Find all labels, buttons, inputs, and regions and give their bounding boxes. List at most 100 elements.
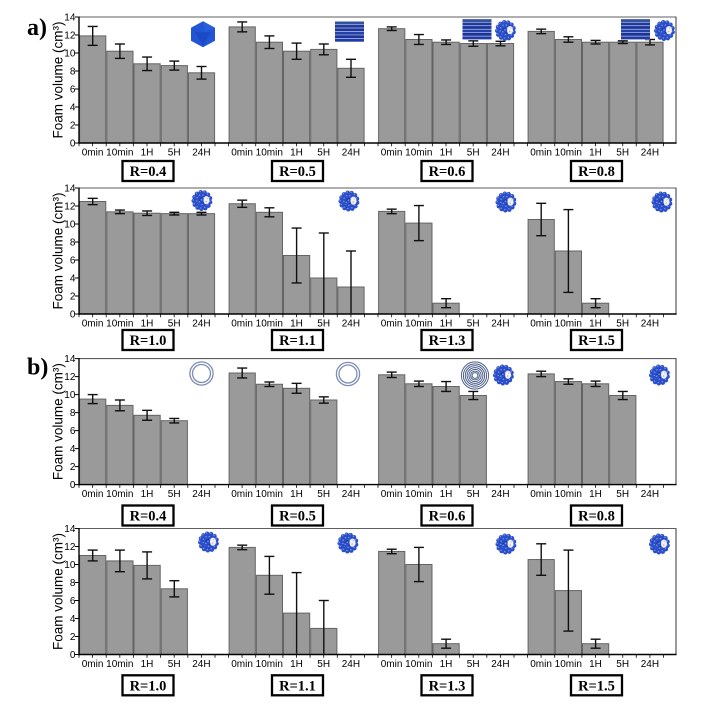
svg-text:10min: 10min [256,489,283,500]
svg-text:24H: 24H [491,318,509,329]
svg-text:1H: 1H [589,318,602,329]
svg-text:0min: 0min [381,318,403,329]
svg-text:Foam volume (cm³): Foam volume (cm³) [51,192,66,309]
svg-text:10min: 10min [555,659,582,670]
svg-text:0min: 0min [530,489,552,500]
svg-text:Foam volume (cm³): Foam volume (cm³) [51,21,66,138]
svg-text:5H: 5H [616,318,629,329]
svg-text:10min: 10min [405,659,432,670]
svg-text:5H: 5H [168,318,181,329]
svg-text:4: 4 [70,273,76,284]
svg-text:10: 10 [64,219,76,230]
svg-text:24H: 24H [342,318,360,329]
svg-text:14: 14 [64,524,76,535]
svg-text:R=0.6: R=0.6 [429,509,466,525]
svg-text:0min: 0min [530,147,552,158]
svg-text:10: 10 [64,390,76,401]
svg-text:1H: 1H [589,659,602,670]
svg-text:0min: 0min [381,489,403,500]
svg-text:8: 8 [70,578,76,589]
svg-text:1H: 1H [141,659,154,670]
svg-text:6: 6 [70,426,76,437]
svg-text:10min: 10min [256,318,283,329]
svg-text:1H: 1H [440,318,453,329]
svg-text:8: 8 [70,66,76,77]
svg-text:5H: 5H [467,147,480,158]
svg-text:R=1.3: R=1.3 [429,333,466,349]
svg-text:1H: 1H [290,147,303,158]
svg-text:14: 14 [64,12,76,23]
svg-text:0min: 0min [82,659,104,670]
svg-text:0min: 0min [231,318,253,329]
svg-text:0: 0 [70,309,76,320]
svg-text:10min: 10min [106,659,133,670]
svg-text:5H: 5H [317,147,330,158]
svg-text:R=1.5: R=1.5 [578,679,615,695]
svg-text:24H: 24H [641,318,659,329]
svg-text:4: 4 [70,102,76,113]
svg-text:5H: 5H [168,489,181,500]
svg-text:0min: 0min [530,659,552,670]
svg-text:0min: 0min [381,659,403,670]
svg-text:14: 14 [64,183,76,194]
svg-text:10min: 10min [555,147,582,158]
svg-text:R=0.8: R=0.8 [578,509,615,525]
svg-text:24H: 24H [192,318,210,329]
svg-text:R=1.0: R=1.0 [130,333,167,349]
svg-text:0min: 0min [231,147,253,158]
svg-text:6: 6 [70,596,76,607]
svg-text:4: 4 [70,444,76,455]
svg-text:10min: 10min [106,489,133,500]
svg-text:R=1.1: R=1.1 [279,333,316,349]
svg-text:1H: 1H [290,659,303,670]
svg-text:6: 6 [70,84,76,95]
svg-text:24H: 24H [192,147,210,158]
svg-text:2: 2 [70,120,76,131]
svg-text:6: 6 [70,255,76,266]
svg-text:24H: 24H [342,489,360,500]
svg-text:1H: 1H [290,489,303,500]
svg-text:1H: 1H [440,659,453,670]
svg-text:1H: 1H [440,489,453,500]
svg-text:1H: 1H [440,147,453,158]
svg-text:2: 2 [70,291,76,302]
svg-text:5H: 5H [616,659,629,670]
svg-text:10min: 10min [555,489,582,500]
svg-text:Foam volume (cm³): Foam volume (cm³) [51,363,66,480]
svg-text:0min: 0min [530,318,552,329]
svg-text:10min: 10min [106,318,133,329]
svg-text:1H: 1H [141,489,154,500]
svg-text:b): b) [27,355,48,381]
svg-text:24H: 24H [641,659,659,670]
svg-text:1H: 1H [141,318,154,329]
svg-text:R=1.5: R=1.5 [578,333,615,349]
svg-text:12: 12 [64,201,76,212]
svg-text:12: 12 [64,542,76,553]
svg-text:0min: 0min [82,489,104,500]
svg-text:R=1.1: R=1.1 [279,679,316,695]
svg-text:12: 12 [64,372,76,383]
svg-text:0min: 0min [82,318,104,329]
svg-text:14: 14 [64,354,76,365]
svg-text:5H: 5H [317,489,330,500]
svg-text:24H: 24H [192,659,210,670]
svg-text:5H: 5H [467,489,480,500]
svg-text:10min: 10min [405,489,432,500]
svg-text:R=0.4: R=0.4 [130,509,167,525]
svg-text:a): a) [27,15,47,41]
svg-text:10min: 10min [256,659,283,670]
svg-text:5H: 5H [168,659,181,670]
svg-text:5H: 5H [616,147,629,158]
svg-text:5H: 5H [317,659,330,670]
svg-text:4: 4 [70,614,76,625]
svg-text:24H: 24H [491,489,509,500]
svg-text:1H: 1H [141,147,154,158]
svg-text:2: 2 [70,632,76,643]
svg-text:8: 8 [70,237,76,248]
svg-text:12: 12 [64,30,76,41]
svg-text:0min: 0min [231,659,253,670]
svg-text:0: 0 [70,138,76,149]
svg-text:0min: 0min [82,147,104,158]
svg-text:24H: 24H [342,659,360,670]
svg-text:R=1.0: R=1.0 [130,679,167,695]
